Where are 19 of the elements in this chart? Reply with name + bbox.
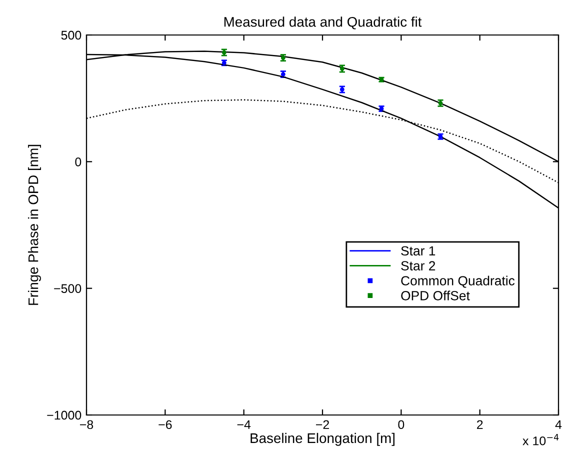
y-tick-label: 500 (61, 30, 82, 40)
x-tick-label: −8 (80, 420, 94, 430)
x-tick-label: 2 (476, 420, 483, 429)
x-tick-label: 4 (555, 420, 562, 429)
x-tick-label: −4 (237, 420, 251, 429)
y-tick-label: 0 (75, 157, 82, 166)
text: x 10$^{−4}$ (522, 434, 559, 446)
y-axis-title: Fringe Phase in OPD [nm] (28, 144, 41, 305)
legend-label: Star 2 (401, 261, 436, 270)
legend-label: OPD OffSet (401, 290, 470, 300)
y-tick-label: −500 (54, 284, 82, 293)
x-tick-label: −2 (316, 420, 329, 429)
legend-label: Star 1 (401, 246, 436, 256)
x-axis-title: Baseline Elongation [m] (250, 432, 394, 446)
chart-title: Measured data and Quadratic fit (224, 16, 422, 30)
x-tick-label: −6 (158, 420, 172, 430)
x-tick-label: 0 (398, 420, 404, 430)
legend-label: Common Quadratic (401, 276, 515, 288)
y-tick-label: −1000 (47, 410, 82, 420)
